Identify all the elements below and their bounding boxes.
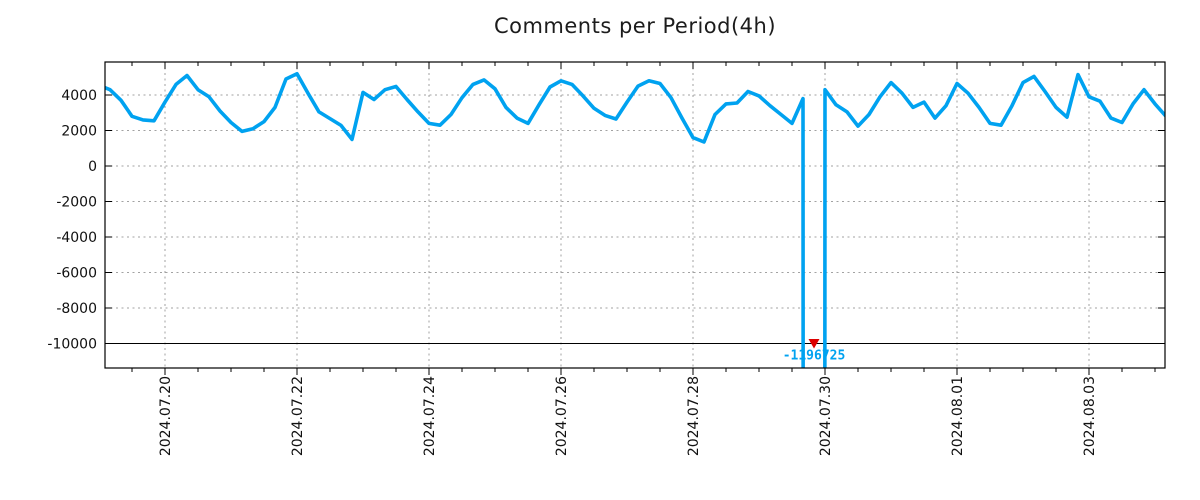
series-line	[105, 71, 1165, 368]
x-axis-label: 2024.08.03	[1082, 376, 1098, 456]
y-axis-label: -10000	[47, 337, 97, 353]
x-axis-label: 2024.07.26	[554, 376, 570, 456]
chart-title: Comments per Period(4h)	[493, 14, 777, 38]
y-axis-label: -6000	[56, 266, 97, 282]
y-axis-label: -8000	[56, 301, 97, 317]
plot-border	[104, 61, 1166, 369]
x-axis-label: 2024.07.24	[422, 376, 438, 456]
x-axis-label: 2024.07.22	[290, 376, 306, 456]
y-axis-label: -2000	[56, 195, 97, 211]
x-axis-label: 2024.07.30	[818, 376, 834, 456]
x-axis-label: 2024.08.01	[950, 376, 966, 456]
y-axis-label: -4000	[56, 230, 97, 246]
y-axis-label: 0	[88, 159, 97, 175]
spike-value-label: -1196725	[783, 349, 846, 364]
y-axis-label: 4000	[61, 88, 97, 104]
y-axis-label: 2000	[61, 124, 97, 140]
x-axis-label: 2024.07.20	[158, 376, 174, 456]
plot-background	[105, 62, 1165, 368]
clipped-min-marker	[808, 339, 820, 349]
x-axis-label: 2024.07.28	[686, 376, 702, 456]
